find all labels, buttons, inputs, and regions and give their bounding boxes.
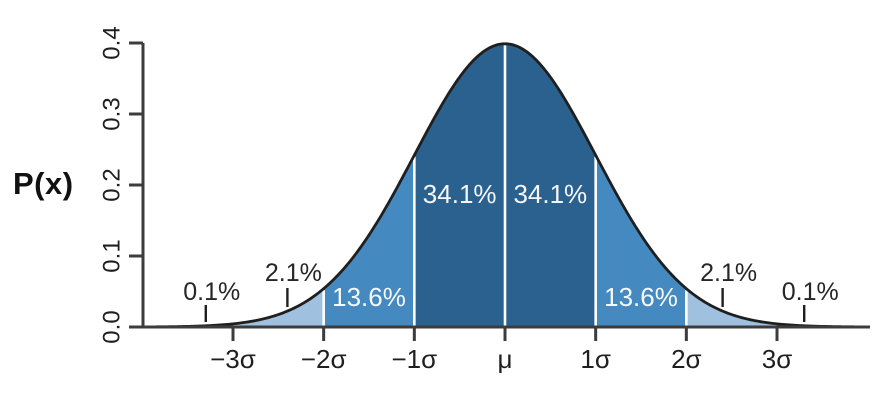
region-fill-1 — [232, 288, 324, 327]
tail-percent-label: 0.1% — [183, 278, 240, 306]
y-tick-label: 0.1 — [98, 239, 125, 272]
tail-percent-label: 2.1% — [265, 259, 322, 287]
tail-percent-label: 0.1% — [782, 278, 839, 306]
region-percent-label: 13.6% — [332, 282, 406, 312]
y-tick-label: 0.0 — [98, 310, 125, 343]
y-tick-label: 0.2 — [98, 168, 125, 201]
x-tick-label: 1σ — [580, 344, 611, 374]
x-tick-label: −1σ — [391, 344, 437, 374]
x-tick-label: μ — [498, 344, 513, 374]
tail-percent-label: 2.1% — [700, 259, 757, 287]
region-percent-label: 34.1% — [423, 179, 497, 209]
x-tick-label: 3σ — [762, 344, 793, 374]
x-tick-label: −3σ — [210, 344, 256, 374]
region-fill-6 — [686, 288, 778, 327]
region-percent-label: 34.1% — [513, 179, 587, 209]
y-axis-title: P(x) — [13, 166, 74, 201]
y-tick-label: 0.4 — [98, 26, 125, 59]
x-tick-label: −2σ — [301, 344, 347, 374]
y-tick-label: 0.3 — [98, 97, 125, 130]
region-percent-label: 13.6% — [604, 282, 678, 312]
x-tick-label: 2σ — [671, 344, 702, 374]
bell-curve-outline — [142, 42, 868, 329]
